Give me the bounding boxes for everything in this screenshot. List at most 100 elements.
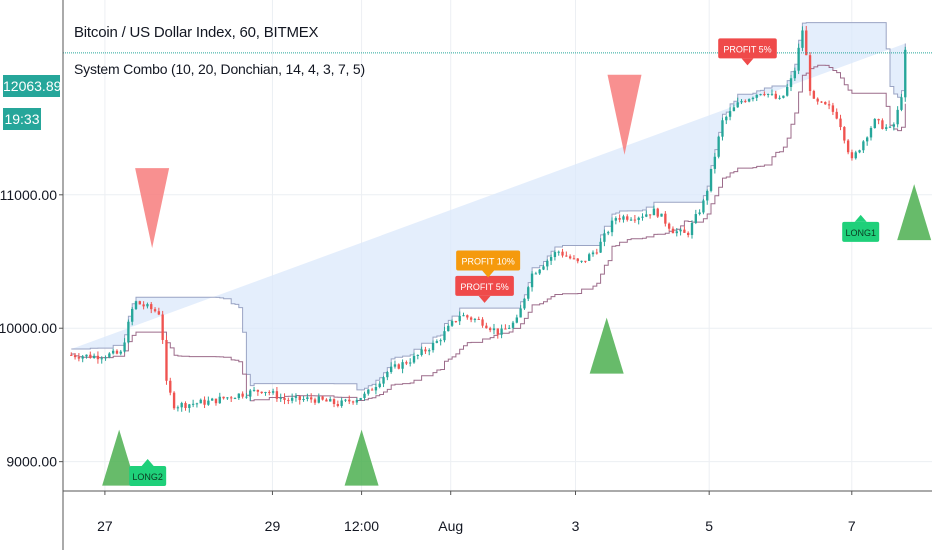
candle-body (302, 398, 305, 401)
candle-body (111, 350, 115, 354)
candle-body (846, 140, 850, 153)
candle-body (553, 252, 557, 258)
candle-body (462, 315, 465, 317)
candle-body (648, 214, 652, 216)
candle-body (511, 322, 515, 328)
candle-body (199, 399, 202, 404)
long-signal-triangle (589, 317, 624, 374)
candle-body (70, 354, 73, 356)
x-tick-label: Aug (438, 518, 463, 534)
label-text: PROFIT 10% (461, 257, 514, 267)
label-pointer (854, 214, 867, 222)
candle-body (873, 119, 876, 128)
candle-body (279, 397, 282, 399)
candle-body (233, 398, 237, 400)
candle-body (820, 101, 823, 103)
candle-body (397, 364, 400, 369)
candle-body (123, 342, 126, 352)
candle-body (782, 95, 785, 98)
candle-body (108, 353, 111, 358)
candle-body (195, 403, 199, 405)
signal-labels: LONG2 PROFIT 5% PROFIT 10% PROFIT 5% LONG1 (129, 38, 880, 486)
label-box (129, 465, 167, 486)
candle-body (812, 91, 816, 99)
label-pointer (141, 458, 154, 466)
candle-body (500, 328, 503, 335)
candle-body (763, 94, 766, 96)
candle-body (203, 399, 206, 405)
label-text: PROFIT 5% (723, 44, 771, 54)
candle-body (260, 391, 263, 394)
candle-body (595, 252, 598, 254)
candle-body (81, 356, 84, 359)
last-price-tag: 12063.89 (3, 75, 61, 97)
candle-body (618, 218, 621, 220)
bar-countdown-tag: 19:33 (3, 108, 41, 130)
label-text: LONG2 (132, 472, 163, 482)
candle-body (877, 119, 880, 121)
candle-body (774, 93, 777, 99)
candle-body (454, 321, 458, 323)
candle-body (443, 331, 446, 341)
long-signal-triangle (344, 429, 379, 486)
candle-body (702, 200, 705, 213)
candle-body (485, 325, 488, 329)
candle-body (313, 399, 317, 403)
indicator-legend[interactable]: System Combo (10, 20, Donchian, 14, 4, 3… (74, 61, 365, 77)
candle-body (683, 229, 686, 233)
candle-body (363, 393, 366, 399)
candle-body (77, 357, 81, 359)
candle-body (637, 217, 640, 220)
candle-body (679, 229, 682, 232)
candle-body (207, 400, 210, 405)
candle-body (633, 219, 637, 221)
candle-body (393, 364, 397, 367)
candle-body (805, 30, 808, 56)
candle-body (169, 380, 172, 393)
candle-body (652, 208, 656, 216)
candle-body (603, 233, 606, 242)
candle-body (264, 391, 267, 394)
label-text: PROFIT 5% (460, 282, 508, 292)
candle-body (740, 101, 743, 103)
candle-body (104, 357, 107, 359)
candle-body (431, 342, 435, 351)
candle-body (332, 399, 336, 405)
candle-body (191, 403, 195, 405)
candle-body (294, 396, 298, 398)
candle-body (161, 314, 164, 340)
candle-body (405, 362, 408, 364)
profit-target-label: PROFIT 10% (456, 250, 521, 278)
candle-body (290, 397, 294, 401)
candle-body (89, 354, 92, 358)
candle-body (885, 127, 888, 129)
x-tick-label: 3 (572, 518, 580, 534)
candle-body (904, 49, 907, 98)
candle-body (664, 213, 667, 224)
candle-body (374, 387, 378, 391)
candle-body (115, 350, 119, 354)
candle-body (759, 94, 762, 96)
candle-body (591, 252, 595, 255)
candle-body (466, 315, 469, 318)
candle-body (496, 328, 499, 335)
candle-body (348, 399, 351, 402)
candle-body (858, 150, 861, 153)
label-pointer (478, 295, 491, 303)
candle-body (329, 399, 332, 402)
candle-body (786, 86, 789, 96)
candle-body (386, 372, 389, 378)
candle-body (831, 105, 835, 112)
candle-body (222, 396, 225, 399)
candle-body (241, 393, 244, 397)
profit-target-label: PROFIT 5% (455, 275, 514, 303)
candlestick-series (70, 25, 907, 413)
candle-body (580, 260, 583, 262)
candle-body (268, 391, 271, 393)
candle-body (119, 351, 122, 354)
label-box (718, 38, 777, 59)
candle-body (325, 399, 328, 402)
candle-body (127, 321, 130, 343)
label-box (842, 221, 880, 242)
